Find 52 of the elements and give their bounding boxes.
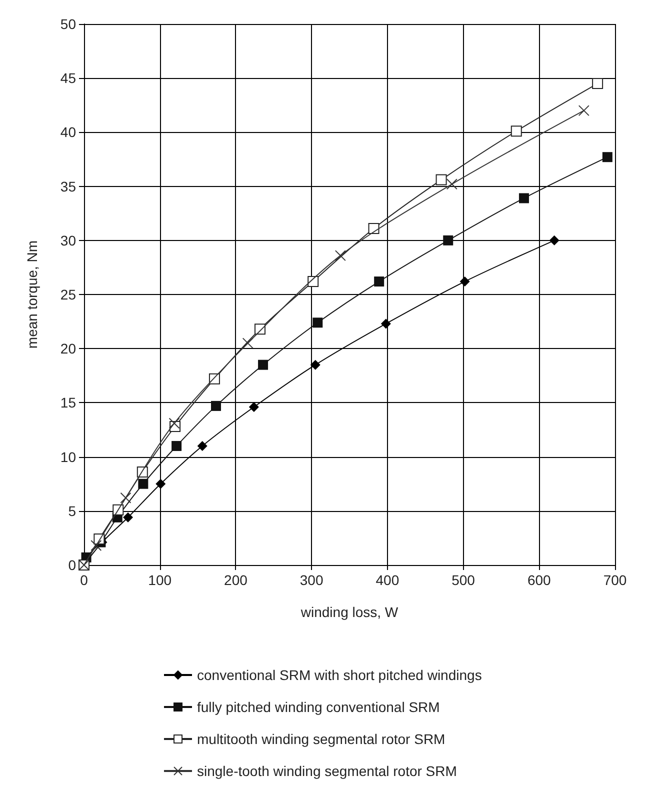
y-tick-label: 5	[68, 502, 76, 519]
point	[210, 400, 221, 411]
point	[436, 174, 447, 186]
y-tick-label: 45	[60, 70, 76, 86]
y-tick-label: 35	[60, 178, 76, 194]
point	[172, 440, 182, 451]
y-tick-label: 25	[60, 286, 76, 302]
point	[446, 178, 458, 190]
y-axis-title: mean torque, Nm	[24, 240, 40, 349]
legend-label: fully pitched winding conventional SRM	[197, 699, 440, 715]
point	[443, 235, 454, 246]
point	[242, 338, 254, 349]
y-tick-label: 20	[60, 340, 76, 357]
point	[549, 235, 560, 246]
point	[312, 318, 323, 328]
point	[197, 440, 208, 451]
legend-label: multitooth winding segmental rotor SRM	[197, 731, 446, 747]
point	[380, 318, 391, 329]
legend-label: conventional SRM with short pitched windings	[197, 667, 482, 683]
point	[368, 223, 380, 234]
y-tick-label: 30	[60, 232, 76, 248]
x-tick-label: 200	[224, 572, 248, 588]
point	[310, 360, 320, 370]
point	[156, 478, 166, 489]
x-tick-label: 100	[148, 572, 172, 588]
point	[460, 276, 470, 287]
point	[510, 126, 522, 137]
y-tick-label: 50	[60, 16, 76, 32]
x-tick-label: 400	[376, 572, 400, 588]
point	[248, 402, 259, 412]
x-axis-title: winding loss, W	[300, 604, 399, 620]
y-tick-label: 40	[60, 124, 76, 140]
point	[122, 512, 133, 522]
y-tick-label: 15	[60, 394, 76, 411]
x-tick-label: 700	[603, 572, 627, 588]
x-tick-label: 600	[527, 572, 552, 588]
x-tick-label: 300	[300, 572, 324, 588]
point	[258, 360, 268, 370]
point	[334, 250, 346, 262]
point	[138, 478, 148, 489]
point	[578, 105, 590, 116]
point	[518, 193, 529, 204]
y-tick-label: 10	[60, 448, 76, 465]
point	[120, 492, 132, 504]
legend-label: single-tooth winding segmental rotor SRM	[197, 763, 457, 779]
y-tick-label: 0	[68, 557, 76, 573]
x-tick-label: 500	[452, 572, 476, 588]
point	[168, 418, 180, 429]
x-tick-label: 0	[80, 572, 88, 588]
point	[602, 152, 612, 162]
point	[374, 276, 384, 287]
point	[90, 540, 102, 552]
